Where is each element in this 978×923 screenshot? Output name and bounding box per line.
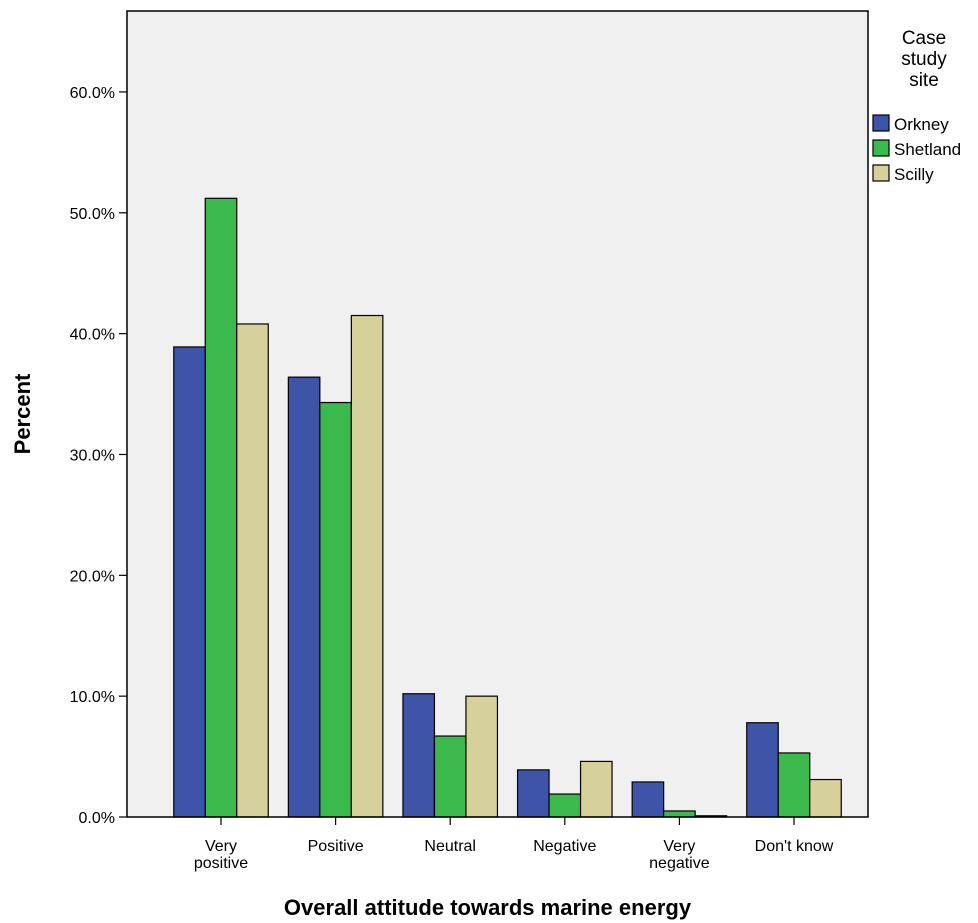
bar-orkney-0 xyxy=(173,346,206,818)
bar-orkney-2 xyxy=(402,693,436,818)
y-axis-title: Percent xyxy=(10,373,35,454)
bar-scilly-3 xyxy=(579,760,613,818)
y-axis: 0.0% 10.0% 20.0% 30.0% 40.0% 50.0% 60.0% xyxy=(70,85,127,827)
x-tick-label: Very negative xyxy=(649,838,710,872)
y-tick-label: 10.0% xyxy=(70,689,115,706)
bar-scilly-0 xyxy=(236,323,269,818)
legend-label-shetland: Shetland xyxy=(894,140,961,159)
legend-swatch-shetland xyxy=(872,139,890,157)
bar-scilly-5 xyxy=(809,778,842,818)
plot-frame xyxy=(126,10,869,818)
bar-shetland-1 xyxy=(319,401,352,818)
x-axis: Very positive Positive Neutral Negative Very n… xyxy=(194,817,834,872)
y-tick-label: 40.0% xyxy=(70,327,115,344)
bar-shetland-3 xyxy=(548,793,582,818)
legend-label-orkney: Orkney xyxy=(894,115,949,134)
y-tick-label: 50.0% xyxy=(70,206,115,223)
bar-shetland-2 xyxy=(433,735,467,818)
legend-swatch-scilly xyxy=(872,164,890,182)
x-tick-label: Positive xyxy=(308,838,364,855)
bar-orkney-3 xyxy=(516,769,550,818)
legend: Case study site Orkney Shetland Scilly xyxy=(872,28,961,184)
y-tick-label: 0.0% xyxy=(79,810,115,827)
y-tick-label: 60.0% xyxy=(70,85,115,102)
x-tick-label: Negative xyxy=(533,838,596,855)
y-tick-label: 30.0% xyxy=(70,447,115,464)
x-tick-label: Don't know xyxy=(755,838,834,855)
bar-shetland-0 xyxy=(204,197,238,818)
bar-shetland-5 xyxy=(777,752,811,818)
bar-orkney-4 xyxy=(631,781,665,818)
legend-title: Case study site xyxy=(901,28,947,91)
x-tick-label: Neutral xyxy=(424,838,476,855)
bar-shetland-4 xyxy=(663,810,696,818)
bar-orkney-5 xyxy=(746,722,779,818)
x-axis-title: Overall attitude towards marine energy xyxy=(284,895,692,920)
legend-swatch-orkney xyxy=(872,114,890,132)
legend-label-scilly: Scilly xyxy=(894,165,934,184)
bar-scilly-2 xyxy=(465,695,499,818)
bars-group xyxy=(173,197,842,818)
x-tick-label: Very positive xyxy=(194,838,248,872)
y-tick-label: 20.0% xyxy=(70,568,115,585)
bar-orkney-1 xyxy=(287,376,321,818)
bar-scilly-1 xyxy=(350,314,384,818)
